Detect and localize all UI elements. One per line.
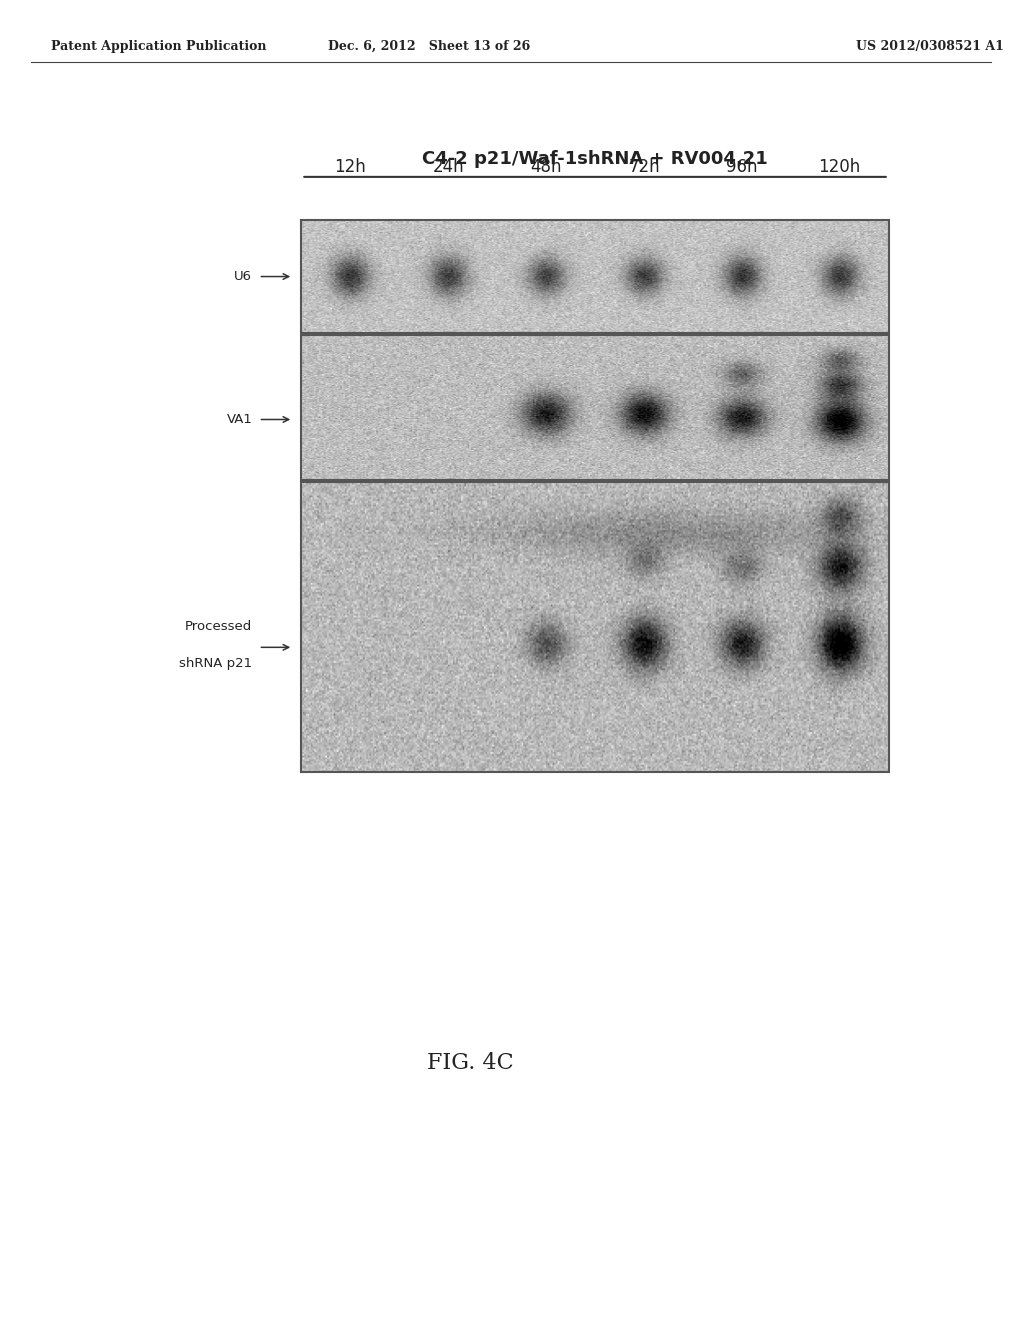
Text: US 2012/0308521 A1: US 2012/0308521 A1	[856, 40, 1004, 53]
Text: C4-2 p21/Waf-1shRNA + RV004.21: C4-2 p21/Waf-1shRNA + RV004.21	[422, 149, 768, 168]
Text: Patent Application Publication: Patent Application Publication	[51, 40, 266, 53]
Text: VA1: VA1	[226, 413, 252, 426]
Text: 48h: 48h	[530, 157, 562, 176]
Text: Processed: Processed	[185, 619, 252, 632]
Text: 96h: 96h	[726, 157, 758, 176]
Text: 24h: 24h	[432, 157, 464, 176]
Text: 72h: 72h	[628, 157, 659, 176]
Text: shRNA p21: shRNA p21	[179, 656, 252, 669]
Text: FIG. 4C: FIG. 4C	[427, 1052, 513, 1073]
Text: U6: U6	[234, 271, 252, 282]
Text: Dec. 6, 2012   Sheet 13 of 26: Dec. 6, 2012 Sheet 13 of 26	[328, 40, 530, 53]
Text: 12h: 12h	[335, 157, 367, 176]
Text: 120h: 120h	[818, 157, 861, 176]
